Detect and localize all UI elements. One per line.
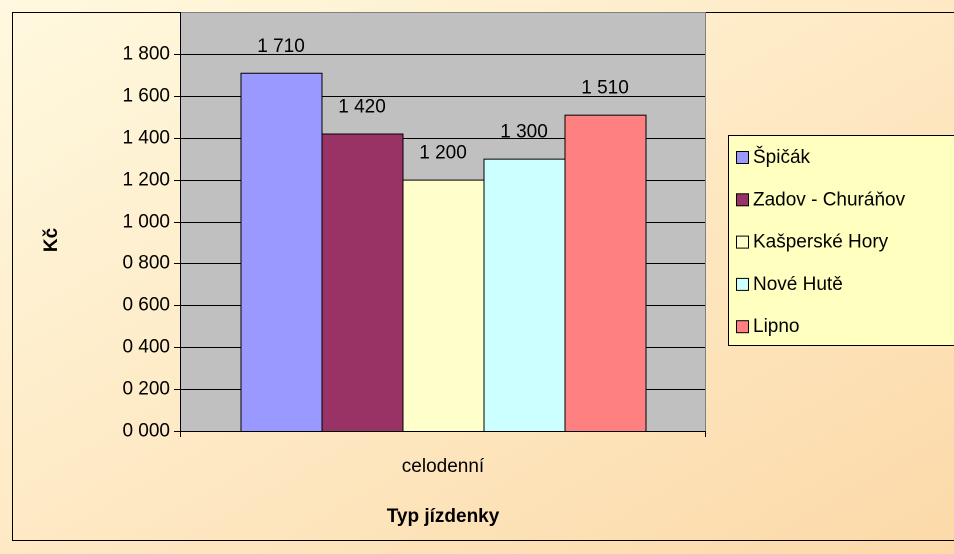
bar (483, 158, 566, 432)
y-tick-label: 1 600 (122, 86, 170, 107)
value-label: 1 200 (419, 143, 467, 164)
legend-label: Zadov - Churáňov (753, 189, 906, 210)
legend-swatch (736, 193, 749, 207)
y-tick-label: 1 000 (122, 212, 170, 233)
value-label: 1 710 (257, 36, 305, 57)
bar (321, 133, 404, 432)
value-label: 1 510 (581, 78, 629, 99)
y-tick-label: 1 400 (122, 128, 170, 149)
x-tick-label: celodenní (402, 456, 485, 477)
value-label: 1 300 (500, 122, 548, 143)
legend-swatch (736, 320, 749, 334)
y-tick-label: 1 200 (122, 170, 170, 191)
legend-label: Špičák (753, 146, 811, 168)
legend-label: Lipno (753, 316, 800, 337)
bar (240, 72, 323, 432)
value-label: 1 420 (338, 97, 386, 118)
y-axis-title: Kč (41, 227, 62, 252)
legend-swatch (736, 151, 749, 164)
y-tick-label: 0 600 (122, 295, 170, 316)
legend-label: Kašperské Hory (753, 232, 889, 253)
x-axis-title: Typ jízdenky (387, 506, 500, 527)
y-tick-label: 0 200 (122, 379, 170, 400)
y-tick-label: 0 800 (122, 253, 170, 274)
y-tick-label: 0 000 (122, 421, 170, 442)
bar (402, 179, 485, 432)
legend-label: Nové Hutě (753, 274, 843, 295)
legend-swatch (736, 277, 749, 291)
bar (564, 114, 647, 432)
legend (728, 135, 954, 346)
y-tick-label: 1 800 (122, 44, 170, 65)
legend-swatch (736, 235, 749, 249)
y-tick-label: 0 400 (122, 337, 170, 358)
